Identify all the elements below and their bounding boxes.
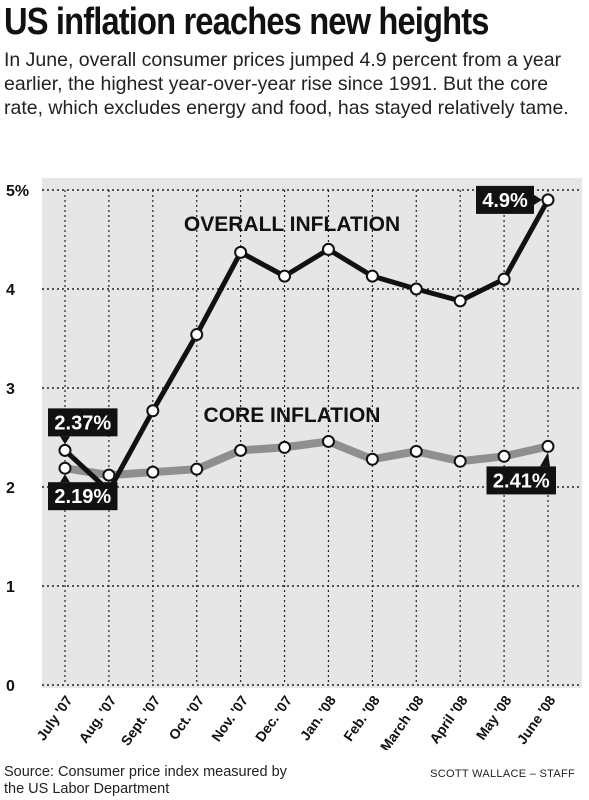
core-data-point bbox=[541, 439, 555, 453]
plot-background bbox=[42, 178, 582, 688]
y-tick-label: 5% bbox=[6, 183, 29, 200]
core-data-point bbox=[234, 443, 248, 457]
core-data-point bbox=[278, 440, 292, 454]
core-data-point bbox=[321, 434, 335, 448]
x-tick-label: June '08 bbox=[514, 692, 559, 747]
callout-label: 2.19% bbox=[54, 486, 111, 508]
x-tick-label: Jan. '08 bbox=[297, 692, 339, 743]
overall-series-label: OVERALL INFLATION bbox=[184, 213, 400, 236]
x-tick-label: May '08 bbox=[473, 692, 515, 742]
core-data-point bbox=[365, 452, 379, 466]
overall-data-point bbox=[58, 443, 72, 457]
callout-label: 2.41% bbox=[493, 470, 550, 492]
overall-data-point bbox=[453, 294, 467, 308]
source-text: Source: Consumer price index measured by… bbox=[4, 764, 287, 797]
y-tick-label: 0 bbox=[6, 678, 15, 695]
callout-box bbox=[48, 482, 118, 511]
callout-pointer bbox=[540, 452, 550, 467]
overall-data-point bbox=[190, 328, 204, 342]
x-tick-label: April '08 bbox=[426, 692, 471, 746]
x-tick-label: Aug. '07 bbox=[75, 692, 119, 746]
callout-pointer bbox=[60, 436, 70, 445]
x-tick-label: Nov. '07 bbox=[208, 692, 251, 744]
x-tick-label: Feb. '08 bbox=[340, 692, 383, 744]
callout-label: 2.37% bbox=[54, 412, 111, 434]
core-data-point bbox=[146, 465, 160, 479]
overall-data-point bbox=[234, 245, 248, 259]
callout-pointer bbox=[60, 474, 70, 483]
y-tick-label: 4 bbox=[6, 282, 15, 299]
overall-data-point bbox=[365, 269, 379, 283]
y-tick-label: 2 bbox=[6, 480, 15, 497]
core-series-label: CORE INFLATION bbox=[204, 404, 381, 427]
core-data-point bbox=[102, 468, 116, 482]
callout-pointer bbox=[534, 194, 542, 205]
overall-data-point bbox=[409, 282, 423, 296]
x-tick-label: Sept. '07 bbox=[117, 692, 163, 748]
x-tick-label: July '07 bbox=[33, 692, 75, 743]
x-tick-label: Oct. '07 bbox=[165, 692, 207, 742]
y-tick-label: 3 bbox=[6, 381, 15, 398]
x-tick-label: Dec. '07 bbox=[252, 692, 295, 744]
overall-data-point bbox=[146, 404, 160, 418]
core-data-point bbox=[409, 444, 423, 458]
y-tick-label: 1 bbox=[6, 579, 15, 596]
core-inflation-line bbox=[61, 437, 552, 480]
overall-inflation-line bbox=[62, 197, 551, 494]
core-data-point bbox=[497, 449, 511, 463]
subtitle: In June, overall consumer prices jumped … bbox=[4, 49, 569, 119]
core-data-point bbox=[58, 461, 72, 475]
source-note: Source: Consumer price index measured by… bbox=[4, 764, 304, 798]
overall-data-point bbox=[278, 269, 292, 283]
credit: SCOTT WALLACE – STAFF bbox=[430, 768, 575, 780]
callout-label: 4.9% bbox=[482, 190, 528, 212]
overall-data-point bbox=[321, 242, 335, 256]
core-data-point bbox=[453, 454, 467, 468]
callout-box bbox=[48, 408, 118, 437]
overall-data-point bbox=[497, 272, 511, 286]
page-title: US inflation reaches new heights bbox=[4, 1, 489, 43]
callout-box bbox=[486, 466, 556, 495]
x-tick-label: March '08 bbox=[377, 692, 427, 750]
callout-box bbox=[476, 185, 534, 214]
core-data-point bbox=[190, 462, 204, 476]
overall-data-point bbox=[541, 193, 555, 207]
